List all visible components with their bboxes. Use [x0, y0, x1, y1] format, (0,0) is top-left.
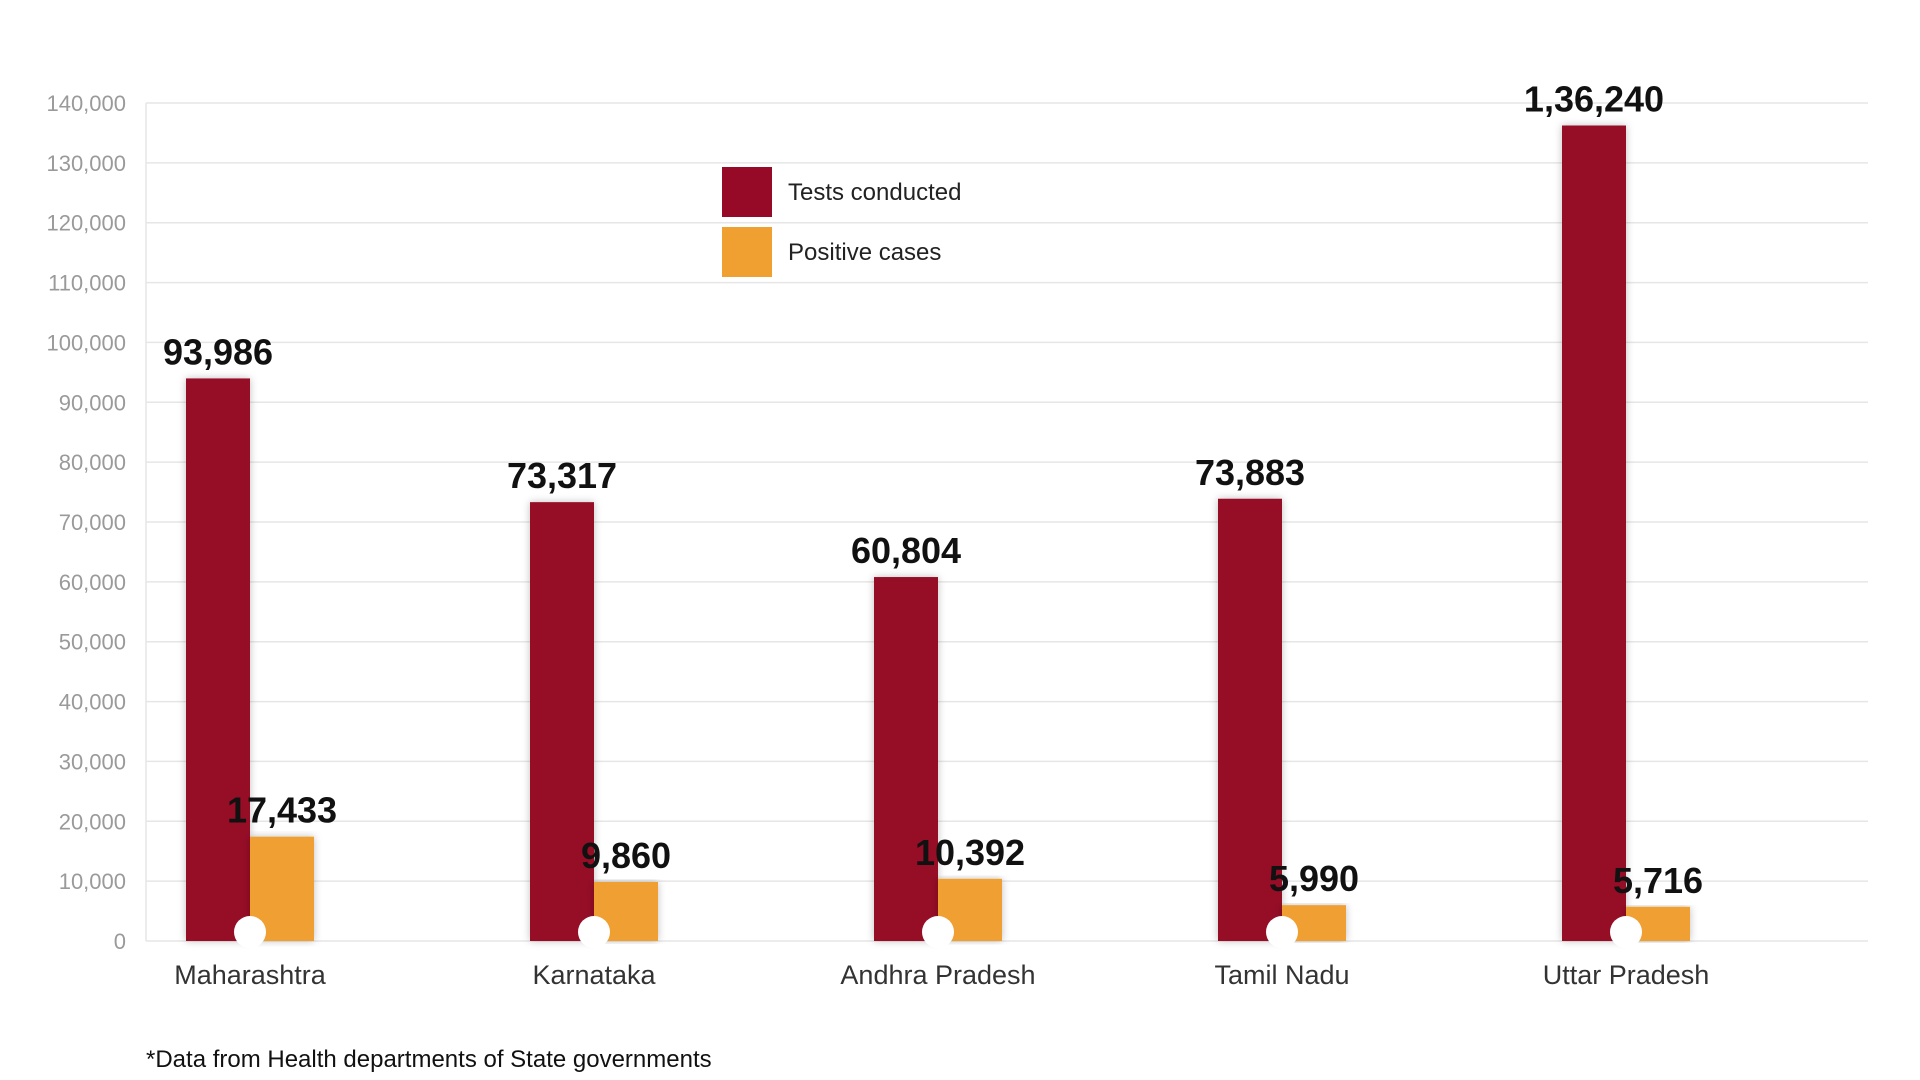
bar-tests-conducted — [1562, 125, 1626, 941]
y-tick-label: 130,000 — [46, 151, 126, 176]
y-tick-label: 20,000 — [59, 809, 126, 834]
data-label-tests-conducted: 73,883 — [1195, 452, 1305, 493]
y-tick-label: 120,000 — [46, 211, 126, 236]
y-tick-label: 40,000 — [59, 690, 126, 715]
data-label-positive-cases: 5,990 — [1269, 858, 1359, 899]
data-label-positive-cases: 5,716 — [1613, 860, 1703, 901]
base-marker — [234, 916, 266, 948]
y-axis: 0 10,000 20,000 30,000 40,000 50,000 60,000 70,… — [46, 91, 147, 954]
x-category-label: Uttar Pradesh — [1543, 960, 1710, 990]
data-label-tests-conducted: 73,317 — [507, 455, 617, 496]
y-tick-label: 60,000 — [59, 570, 126, 595]
bar-tests-conducted — [1218, 498, 1282, 941]
base-marker — [578, 916, 610, 948]
y-tick-label: 50,000 — [59, 630, 126, 655]
bar-tests-conducted — [530, 502, 594, 941]
y-tick-label: 100,000 — [46, 330, 126, 355]
data-label-tests-conducted: 1,36,240 — [1524, 79, 1664, 120]
legend-label: Tests conducted — [788, 179, 961, 206]
x-category-label: Karnataka — [532, 960, 656, 990]
base-marker — [922, 916, 954, 948]
legend-swatch — [722, 227, 772, 277]
x-category-label: Andhra Pradesh — [840, 960, 1035, 990]
x-category-label: Tamil Nadu — [1214, 960, 1349, 990]
data-labels: 93,986 17,433 73,317 9,860 60,804 10,392 73,88… — [163, 79, 1703, 901]
y-tick-label: 30,000 — [59, 749, 126, 774]
bar-tests-conducted — [874, 577, 938, 941]
data-label-tests-conducted: 60,804 — [851, 530, 961, 571]
base-marker — [1610, 916, 1642, 948]
bars — [186, 125, 1690, 948]
x-category-label: Maharashtra — [174, 960, 327, 990]
y-tick-label: 110,000 — [48, 271, 126, 296]
legend-swatch — [722, 167, 772, 217]
y-tick-label: 80,000 — [59, 450, 126, 475]
data-label-positive-cases: 17,433 — [227, 790, 337, 831]
data-label-tests-conducted: 93,986 — [163, 331, 273, 372]
y-tick-label: 10,000 — [59, 869, 126, 894]
legend: Tests conducted Positive cases — [722, 167, 961, 277]
bar-tests-conducted — [186, 378, 250, 942]
y-tick-label: 90,000 — [59, 390, 126, 415]
y-tick-label: 140,000 — [46, 91, 126, 116]
base-marker — [1266, 916, 1298, 948]
data-label-positive-cases: 10,392 — [915, 832, 1025, 873]
y-tick-label: 70,000 — [59, 510, 126, 535]
y-tick-label: 0 — [114, 929, 126, 954]
data-label-positive-cases: 9,860 — [581, 835, 671, 876]
x-axis-categories: Maharashtra Karnataka Andhra Pradesh Tamil … — [174, 960, 1709, 990]
footnote: *Data from Health departments of State g… — [146, 1046, 712, 1073]
legend-label: Positive cases — [788, 239, 941, 266]
